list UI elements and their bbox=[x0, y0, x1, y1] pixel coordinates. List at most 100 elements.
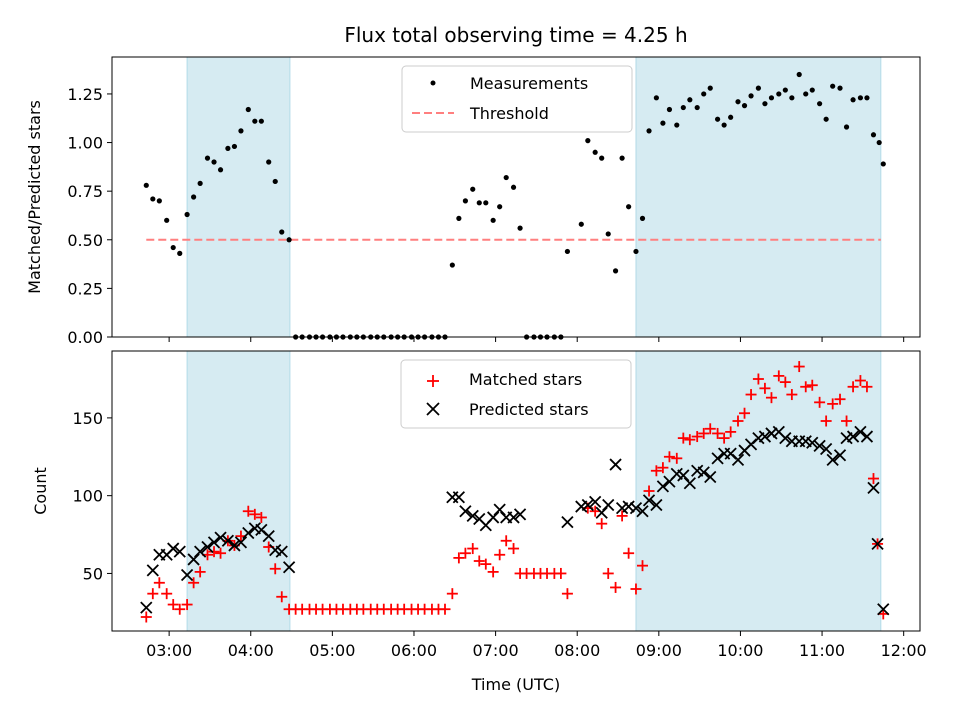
legend-predicted-label: Predicted stars bbox=[469, 400, 589, 419]
measurement-point-48 bbox=[470, 186, 476, 192]
predicted-point-62 bbox=[765, 427, 778, 440]
matched-point-4 bbox=[167, 599, 179, 611]
measurement-point-82 bbox=[707, 85, 713, 91]
count-x-tick-label-2: 05:00 bbox=[309, 641, 355, 660]
matched-point-94 bbox=[793, 361, 805, 373]
measurement-point-73 bbox=[646, 128, 652, 134]
matched-point-78 bbox=[684, 434, 696, 446]
matched-point-101 bbox=[841, 415, 853, 427]
measurement-point-102 bbox=[843, 124, 850, 130]
legend-matched-marker bbox=[427, 375, 439, 387]
predicted-point-38 bbox=[602, 498, 615, 512]
ratio-shaded-span-0 bbox=[186, 56, 291, 338]
measurement-point-90 bbox=[762, 101, 768, 107]
predicted-point-53 bbox=[704, 470, 717, 484]
matched-point-67 bbox=[610, 581, 622, 593]
matched-point-95 bbox=[800, 381, 812, 393]
matched-point-75 bbox=[663, 451, 675, 463]
measurement-point-49 bbox=[476, 200, 482, 206]
ratio-x-ticks bbox=[168, 337, 905, 342]
matched-point-84 bbox=[725, 426, 737, 438]
ratio-shaded-span-1 bbox=[635, 56, 882, 338]
count-panel: 03:00 04:00 05:00 06:00 07:00 08:00 09:00 10:00… bbox=[31, 350, 927, 694]
measurement-point-94 bbox=[789, 95, 795, 101]
matched-point-51 bbox=[487, 566, 499, 578]
matched-point-77 bbox=[677, 432, 689, 444]
predicted-point-15 bbox=[242, 526, 255, 540]
matched-point-97 bbox=[814, 396, 826, 408]
measurement-point-103 bbox=[850, 97, 856, 103]
matched-point-7 bbox=[188, 577, 200, 589]
predicted-point-64 bbox=[779, 431, 792, 445]
measurement-point-101 bbox=[837, 85, 843, 91]
predicted-point-75 bbox=[854, 425, 867, 439]
predicted-point-72 bbox=[833, 449, 847, 462]
measurement-point-99 bbox=[823, 116, 829, 122]
measurement-point-16 bbox=[252, 118, 258, 124]
ratio-y-tick-label-4: 1.00 bbox=[67, 134, 103, 153]
matched-point-89 bbox=[759, 382, 771, 394]
predicted-point-77 bbox=[867, 481, 880, 495]
predicted-point-42 bbox=[629, 501, 643, 515]
measurement-point-87 bbox=[741, 103, 748, 109]
measurement-point-77 bbox=[674, 122, 680, 128]
measurement-point-55 bbox=[517, 225, 523, 231]
matched-point-52 bbox=[494, 549, 506, 561]
ratio-y-tick-label-0: 0.00 bbox=[67, 328, 103, 347]
matched-point-53 bbox=[500, 535, 512, 547]
predicted-point-0 bbox=[140, 601, 153, 614]
predicted-point-23 bbox=[452, 491, 466, 504]
count-x-tick-label-0: 03:00 bbox=[146, 641, 192, 660]
predicted-point-18 bbox=[262, 529, 275, 543]
measurement-point-9 bbox=[204, 155, 211, 161]
predicted-point-45 bbox=[650, 498, 663, 512]
matched-point-45 bbox=[446, 588, 458, 600]
predicted-stars-points bbox=[140, 425, 890, 616]
matched-point-49 bbox=[473, 555, 485, 567]
measurement-point-93 bbox=[782, 87, 788, 93]
legend-predicted-marker bbox=[426, 402, 440, 416]
measurement-point-67 bbox=[605, 231, 611, 237]
count-legend-box bbox=[400, 359, 632, 429]
measurement-point-95 bbox=[796, 71, 802, 78]
count-shaded-span-0 bbox=[186, 350, 291, 632]
measurement-point-80 bbox=[694, 104, 700, 111]
measurement-point-76 bbox=[666, 106, 673, 113]
measurement-point-89 bbox=[755, 85, 762, 91]
measurement-point-74 bbox=[653, 95, 659, 101]
matched-point-5 bbox=[174, 603, 186, 615]
predicted-point-12 bbox=[221, 534, 235, 547]
predicted-point-20 bbox=[275, 545, 288, 558]
matched-point-20 bbox=[276, 591, 288, 603]
predicted-point-61 bbox=[758, 430, 772, 443]
measurement-point-84 bbox=[721, 122, 727, 128]
predicted-point-74 bbox=[846, 430, 860, 443]
predicted-point-43 bbox=[636, 505, 649, 518]
measurement-point-12 bbox=[225, 145, 231, 151]
matched-point-85 bbox=[732, 415, 744, 427]
predicted-point-13 bbox=[228, 539, 241, 552]
predicted-point-36 bbox=[589, 495, 602, 509]
measurement-point-20 bbox=[279, 229, 285, 235]
measurement-point-97 bbox=[809, 87, 815, 93]
legend-measurements-label: Measurements bbox=[470, 74, 588, 93]
predicted-point-33 bbox=[561, 515, 574, 529]
measurement-point-100 bbox=[830, 83, 836, 89]
matched-point-98 bbox=[820, 415, 832, 427]
predicted-point-71 bbox=[826, 453, 839, 467]
measurement-point-105 bbox=[864, 95, 870, 101]
predicted-point-39 bbox=[609, 458, 622, 471]
matched-point-71 bbox=[637, 560, 649, 572]
matched-point-46 bbox=[453, 552, 465, 564]
measurement-point-83 bbox=[714, 116, 721, 122]
matched-point-3 bbox=[161, 588, 173, 600]
count-legend: Matched stars Predicted stars bbox=[400, 359, 632, 429]
count-x-tick-label-1: 04:00 bbox=[228, 641, 274, 660]
ratio-panel: 0.00 0.25 0.50 0.75 1.00 1.25 Matched/Predict… bbox=[25, 56, 921, 347]
count-x-tick-label-7: 10:00 bbox=[717, 641, 763, 660]
predicted-point-78 bbox=[871, 537, 884, 551]
measurement-point-66 bbox=[599, 155, 605, 161]
measurement-point-5 bbox=[177, 250, 183, 256]
count-x-tick-label-8: 11:00 bbox=[799, 641, 845, 660]
